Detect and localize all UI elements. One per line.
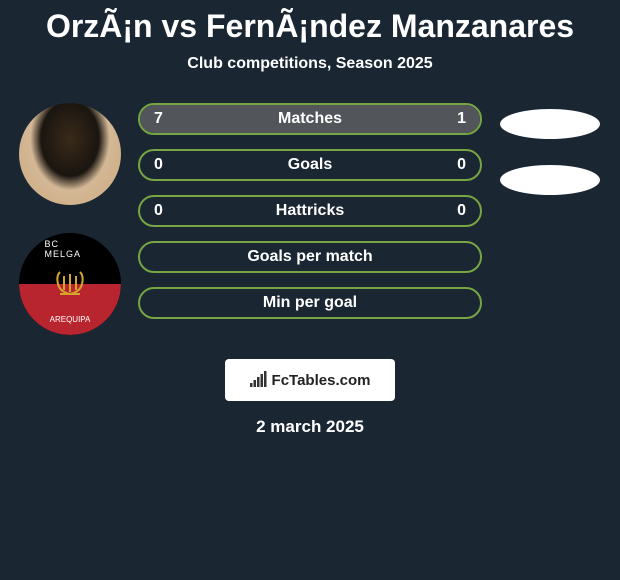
- badge-bottom-text: AREQUIPA: [44, 314, 97, 325]
- stat-bar: Goals per match: [138, 241, 482, 273]
- player-avatar: [19, 103, 121, 205]
- stat-value-left: 0: [154, 202, 163, 220]
- stat-label: Goals per match: [247, 248, 372, 266]
- club-badge: BC MELGA AREQUIPA: [19, 233, 121, 335]
- stats-column: 7 1 Matches 0 0 Goals 0 0 Hattricks Goals per mat…: [130, 103, 490, 319]
- fctables-logo[interactable]: FcTables.com: [225, 359, 395, 401]
- chart-bars-icon: [250, 371, 268, 390]
- left-avatars-col: BC MELGA AREQUIPA: [10, 103, 130, 335]
- stat-fill-right: [402, 105, 480, 133]
- subtitle: Club competitions, Season 2025: [0, 55, 620, 73]
- stat-bar: 0 0 Goals: [138, 149, 482, 181]
- badge-top-text: BC MELGA: [45, 239, 96, 259]
- date-line: 2 march 2025: [0, 417, 620, 437]
- stat-bar: Min per goal: [138, 287, 482, 319]
- right-ellipse-col: [490, 103, 610, 195]
- player-ellipse: [500, 109, 600, 139]
- stat-label: Matches: [278, 110, 342, 128]
- stat-bar: 0 0 Hattricks: [138, 195, 482, 227]
- logo-text: FcTables.com: [272, 372, 371, 389]
- lyre-icon: [45, 259, 95, 309]
- stat-fill-left: [140, 105, 402, 133]
- stat-value-right: 1: [457, 110, 466, 128]
- stat-bar: 7 1 Matches: [138, 103, 482, 135]
- stat-value-left: 0: [154, 156, 163, 174]
- stat-value-left: 7: [154, 110, 163, 128]
- page-title: OrzÃ¡n vs FernÃ¡ndez Manzanares: [0, 8, 620, 45]
- stat-label: Min per goal: [263, 294, 357, 312]
- stat-label: Hattricks: [276, 202, 344, 220]
- player-ellipse: [500, 165, 600, 195]
- stat-value-right: 0: [457, 156, 466, 174]
- stat-value-right: 0: [457, 202, 466, 220]
- stat-label: Goals: [288, 156, 332, 174]
